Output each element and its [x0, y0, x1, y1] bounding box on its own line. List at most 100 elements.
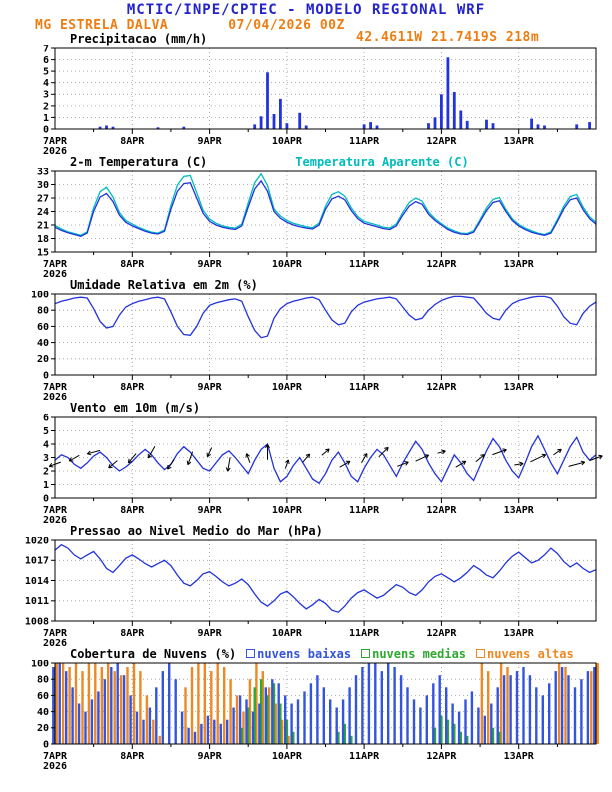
humidity-title: Umidade Relativa em 2m (%) — [70, 277, 258, 292]
svg-text:10APR: 10APR — [272, 628, 303, 639]
svg-text:2026: 2026 — [43, 761, 67, 770]
svg-text:8APR: 8APR — [120, 382, 145, 393]
svg-text:6: 6 — [43, 55, 49, 66]
svg-text:80: 80 — [37, 675, 49, 686]
panel-clouds: Cobertura de Nuvens (%) nuvens baixas nu… — [0, 647, 612, 770]
high-clouds-swatch-icon — [476, 649, 486, 658]
clouds-chart: 0 20 40 60 80 100 7APR 8APR 9APR 10APR 11APR 12APR 1… — [31, 660, 599, 770]
svg-text:5: 5 — [43, 67, 49, 78]
svg-text:13APR: 13APR — [504, 751, 535, 762]
panel-precipitation: Precipitacao (mm/h) 0 1 2 3 4 5 6 7 7APR 8APR 9APR… — [0, 32, 612, 155]
svg-text:4: 4 — [43, 78, 49, 89]
svg-text:60: 60 — [37, 322, 49, 333]
svg-text:2: 2 — [43, 466, 49, 477]
svg-text:11APR: 11APR — [349, 259, 380, 270]
svg-text:8APR: 8APR — [120, 505, 145, 516]
panel-humidity: Umidade Relativa em 2m (%) 0 20 40 60 80 100 7… — [0, 278, 612, 401]
svg-text:10APR: 10APR — [272, 259, 303, 270]
svg-text:8APR: 8APR — [120, 751, 145, 762]
svg-text:7APR: 7APR — [43, 751, 68, 762]
low-clouds-swatch-icon — [246, 649, 256, 658]
svg-text:7APR: 7APR — [43, 259, 68, 270]
svg-text:2026: 2026 — [43, 146, 67, 155]
svg-text:40: 40 — [37, 338, 49, 349]
svg-text:30: 30 — [37, 180, 49, 191]
panel-pressure: Pressao ao Nivel Medio do Mar (hPa) 1008… — [0, 524, 612, 647]
panel-temperature: 2-m Temperatura (C) Temperatura Aparente… — [0, 155, 612, 278]
svg-text:20: 20 — [37, 354, 49, 365]
svg-text:9APR: 9APR — [198, 751, 223, 762]
svg-text:7APR: 7APR — [43, 505, 68, 516]
legend-low-clouds: nuvens baixas — [246, 647, 351, 661]
svg-text:13APR: 13APR — [504, 628, 535, 639]
run-datetime: 07/04/2026 00Z — [228, 18, 345, 33]
svg-text:0: 0 — [43, 739, 49, 750]
svg-text:1020: 1020 — [25, 537, 49, 546]
svg-text:9APR: 9APR — [198, 259, 223, 270]
svg-text:3: 3 — [43, 90, 49, 101]
svg-text:7APR: 7APR — [43, 382, 68, 393]
wind-chart: 0 1 2 3 4 5 6 7APR 8APR 9APR 10APR 11APR 12APR 13APR 2… — [43, 414, 603, 524]
svg-text:13APR: 13APR — [504, 382, 535, 393]
svg-text:1014: 1014 — [25, 576, 49, 587]
svg-text:2026: 2026 — [43, 515, 67, 524]
svg-text:13APR: 13APR — [504, 259, 535, 270]
svg-text:0: 0 — [43, 124, 49, 135]
station-coordinates: 42.4611W 21.7419S 218m — [356, 30, 540, 45]
svg-text:18: 18 — [37, 234, 49, 245]
svg-text:1: 1 — [43, 113, 49, 124]
svg-text:7APR: 7APR — [43, 136, 68, 147]
svg-text:0: 0 — [43, 370, 49, 381]
page-title: MCTIC/INPE/CPTEC - MODELO REGIONAL WRF — [126, 2, 486, 18]
pressure-title: Pressao ao Nivel Medio do Mar (hPa) — [70, 523, 323, 538]
legend-mid-clouds: nuvens medias — [361, 647, 466, 661]
svg-text:10APR: 10APR — [272, 751, 303, 762]
svg-text:4: 4 — [43, 439, 49, 450]
svg-text:1017: 1017 — [25, 556, 49, 567]
svg-text:12APR: 12APR — [426, 136, 457, 147]
svg-text:100: 100 — [31, 660, 49, 669]
svg-text:1008: 1008 — [25, 616, 49, 627]
svg-text:12APR: 12APR — [426, 628, 457, 639]
svg-text:21: 21 — [37, 220, 49, 231]
svg-text:12APR: 12APR — [426, 751, 457, 762]
svg-text:27: 27 — [37, 193, 49, 204]
svg-text:8APR: 8APR — [120, 136, 145, 147]
svg-text:6: 6 — [43, 414, 49, 423]
svg-text:9APR: 9APR — [198, 382, 223, 393]
svg-text:5: 5 — [43, 426, 49, 437]
svg-text:9APR: 9APR — [198, 505, 223, 516]
svg-text:100: 100 — [31, 291, 49, 300]
svg-text:12APR: 12APR — [426, 259, 457, 270]
svg-text:33: 33 — [37, 168, 49, 177]
svg-text:60: 60 — [37, 691, 49, 702]
svg-text:0: 0 — [43, 493, 49, 504]
svg-text:24: 24 — [37, 207, 49, 218]
svg-text:9APR: 9APR — [198, 628, 223, 639]
svg-text:12APR: 12APR — [426, 382, 457, 393]
svg-text:40: 40 — [37, 707, 49, 718]
mid-clouds-swatch-icon — [361, 649, 371, 658]
apparent-temp-label: Temperatura Aparente (C) — [295, 154, 469, 169]
svg-text:13APR: 13APR — [504, 505, 535, 516]
svg-text:11APR: 11APR — [349, 505, 380, 516]
humidity-chart: 0 20 40 60 80 100 7APR 8APR 9APR 10APR 11APR 12APR 1… — [31, 291, 597, 401]
svg-text:11APR: 11APR — [349, 136, 380, 147]
svg-text:11APR: 11APR — [349, 751, 380, 762]
clouds-title: Cobertura de Nuvens (%) — [70, 646, 237, 661]
svg-text:1011: 1011 — [25, 596, 49, 607]
station-line: MG ESTRELA DALVA 07/04/2026 00Z — [0, 18, 612, 33]
legend-high-clouds: nuvens altas — [476, 647, 574, 661]
svg-text:10APR: 10APR — [272, 505, 303, 516]
legend-high-clouds-label: nuvens altas — [487, 646, 574, 661]
svg-text:8APR: 8APR — [120, 259, 145, 270]
legend-mid-clouds-label: nuvens medias — [372, 646, 467, 661]
precipitation-title: Precipitacao (mm/h) — [70, 31, 208, 46]
svg-text:20: 20 — [37, 723, 49, 734]
svg-text:15: 15 — [37, 247, 49, 258]
svg-text:13APR: 13APR — [504, 136, 535, 147]
svg-text:10APR: 10APR — [272, 382, 303, 393]
svg-text:2026: 2026 — [43, 638, 67, 647]
pressure-chart: 1008 1011 1014 1017 1020 7APR 8APR 9APR 10APR 11A… — [25, 537, 597, 647]
